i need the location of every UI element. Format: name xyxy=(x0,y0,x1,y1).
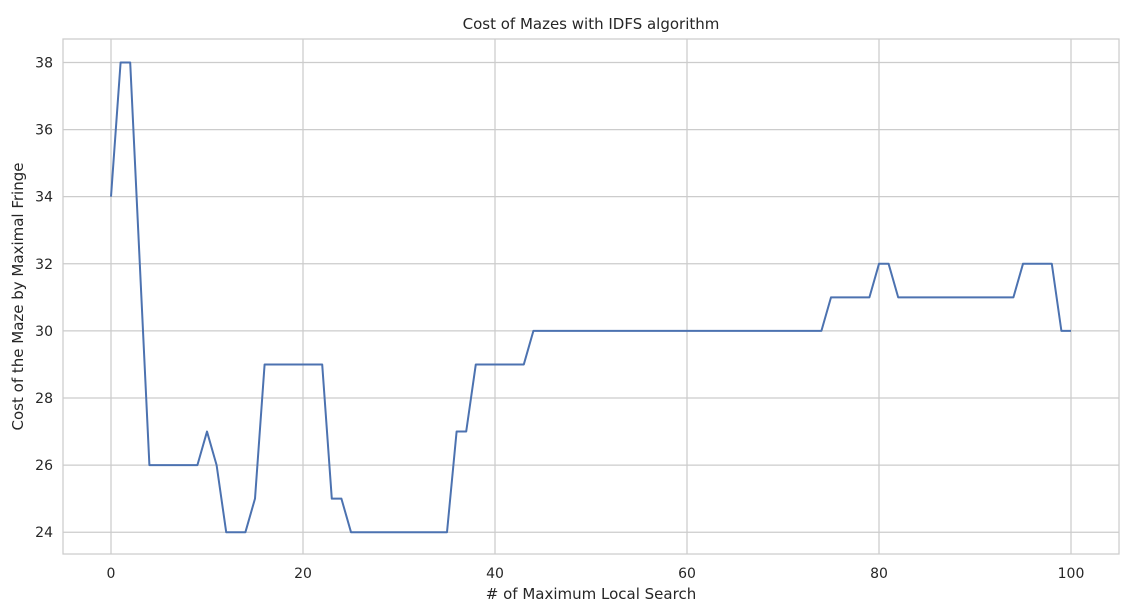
y-tick-label: 32 xyxy=(35,257,53,273)
x-axis-ticks: 0 20 40 60 80 100 xyxy=(107,566,1085,582)
plot-frame xyxy=(62,38,1120,555)
x-tick-label: 60 xyxy=(678,566,696,582)
x-tick-label: 80 xyxy=(870,566,888,582)
y-axis-label: Cost of the Maze by Maximal Fringe xyxy=(9,163,27,431)
x-axis-label: # of Maximum Local Search xyxy=(486,585,696,603)
y-axis-ticks: 24 26 28 30 32 34 36 38 xyxy=(35,55,53,541)
x-tick-label: 0 xyxy=(107,566,116,582)
y-tick-label: 28 xyxy=(35,391,53,407)
y-tick-label: 36 xyxy=(35,123,53,139)
y-tick-label: 30 xyxy=(35,324,53,340)
x-tick-label: 20 xyxy=(294,566,312,582)
series-line xyxy=(110,61,1071,534)
grid-lines xyxy=(63,39,1119,554)
y-tick-label: 34 xyxy=(35,190,53,206)
y-tick-label: 24 xyxy=(35,525,53,541)
x-tick-label: 40 xyxy=(486,566,504,582)
chart-title: Cost of Mazes with IDFS algorithm xyxy=(463,15,720,33)
y-tick-label: 38 xyxy=(35,55,53,71)
x-tick-label: 100 xyxy=(1058,566,1085,582)
y-tick-label: 26 xyxy=(35,458,53,474)
